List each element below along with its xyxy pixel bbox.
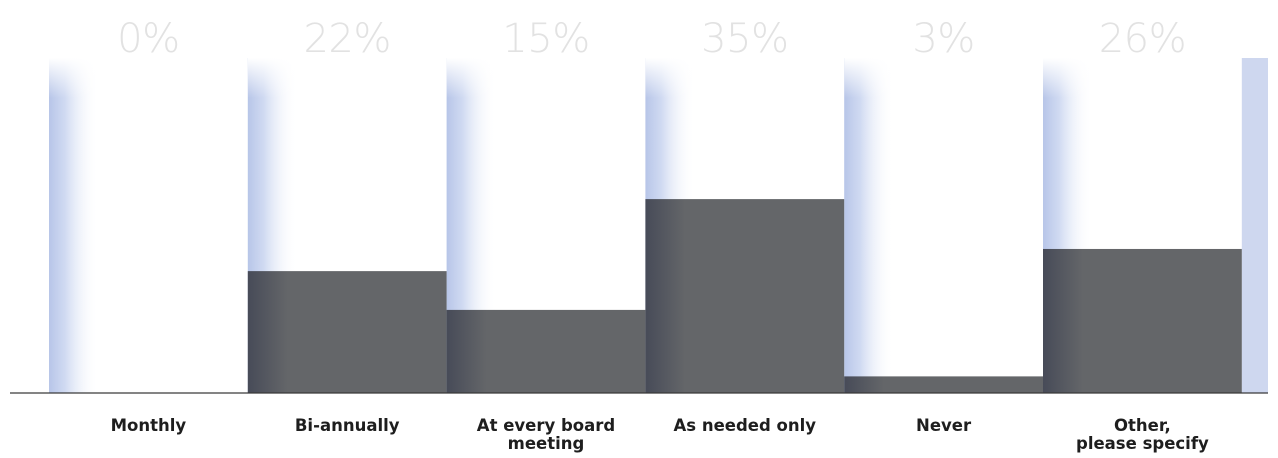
category-label-other-please-specify: Other, please specify: [1076, 416, 1209, 453]
category-label-at-every-board-meeting: At every board meeting: [477, 416, 615, 453]
category-label-bi-annually: Bi-annually: [295, 416, 400, 435]
category-label-monthly: Monthly: [111, 416, 187, 435]
column-fade-monthly: [49, 58, 99, 98]
value-label-as-needed-only: 35%: [701, 16, 788, 62]
column-bg-trailing: [1241, 58, 1268, 393]
value-label-never: 3%: [912, 16, 974, 62]
category-labels: Monthly Bi-annually At every board meeting A…: [111, 416, 1209, 453]
column-fade-other-please-specify: [1043, 58, 1093, 98]
bar-as-needed-only: [645, 199, 845, 393]
bar-never: [844, 376, 1043, 393]
category-label-as-needed-only: As needed only: [674, 416, 817, 435]
column-fade-at-every-board-meeting: [446, 58, 497, 98]
bar-bi-annually: [247, 271, 447, 393]
bar-other-please-specify: [1043, 248, 1242, 393]
column-bg-never: [844, 58, 1043, 393]
value-label-monthly: 0%: [117, 16, 179, 62]
column-bg-monthly: [49, 58, 248, 393]
value-label-bi-annually: 22%: [303, 16, 390, 62]
column-fade-bi-annually: [247, 58, 298, 98]
value-label-other-please-specify: 26%: [1099, 16, 1186, 62]
value-labels: 0% 22% 15% 35% 3% 26%: [117, 16, 1186, 62]
bars: [247, 199, 1242, 393]
value-label-at-every-board-meeting: 15%: [502, 16, 589, 62]
column-fade-as-needed-only: [645, 58, 696, 98]
category-label-never: Never: [916, 416, 972, 435]
bar-at-every-board-meeting: [446, 309, 646, 393]
column-fade-never: [844, 58, 894, 98]
